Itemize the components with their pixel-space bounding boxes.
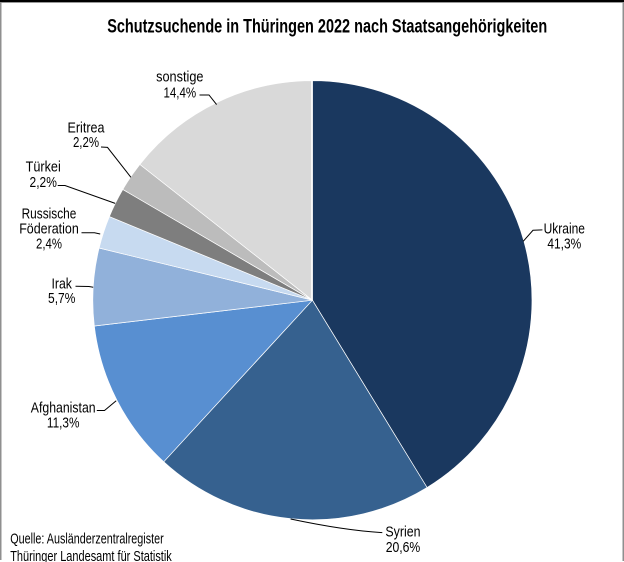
svg-text:Syrien: Syrien <box>385 525 420 541</box>
svg-text:Afghanistan: Afghanistan <box>31 400 96 416</box>
svg-text:Ukraine: Ukraine <box>544 222 585 238</box>
svg-text:14,4%: 14,4% <box>163 86 196 102</box>
svg-text:Eritrea: Eritrea <box>68 121 106 137</box>
svg-text:sonstige: sonstige <box>156 69 203 85</box>
svg-text:Russische: Russische <box>22 206 77 222</box>
svg-text:41,3%: 41,3% <box>547 237 581 253</box>
svg-text:2,2%: 2,2% <box>30 175 57 191</box>
svg-text:2,2%: 2,2% <box>73 135 99 151</box>
svg-text:20,6%: 20,6% <box>386 540 421 556</box>
svg-text:Thüringer Landesamt für Statis: Thüringer Landesamt für Statistik <box>10 549 172 562</box>
svg-text:Quelle: Ausländerzentralregist: Quelle: Ausländerzentralregister <box>10 531 164 547</box>
svg-text:5,7%: 5,7% <box>48 291 75 307</box>
svg-text:Schutzsuchende in Thüringen 20: Schutzsuchende in Thüringen 2022 nach St… <box>107 16 547 38</box>
svg-text:Irak: Irak <box>51 276 72 292</box>
svg-text:2,4%: 2,4% <box>36 237 62 253</box>
svg-text:Türkei: Türkei <box>26 160 61 176</box>
svg-text:Föderation: Föderation <box>19 222 79 238</box>
svg-text:11,3%: 11,3% <box>47 416 80 432</box>
